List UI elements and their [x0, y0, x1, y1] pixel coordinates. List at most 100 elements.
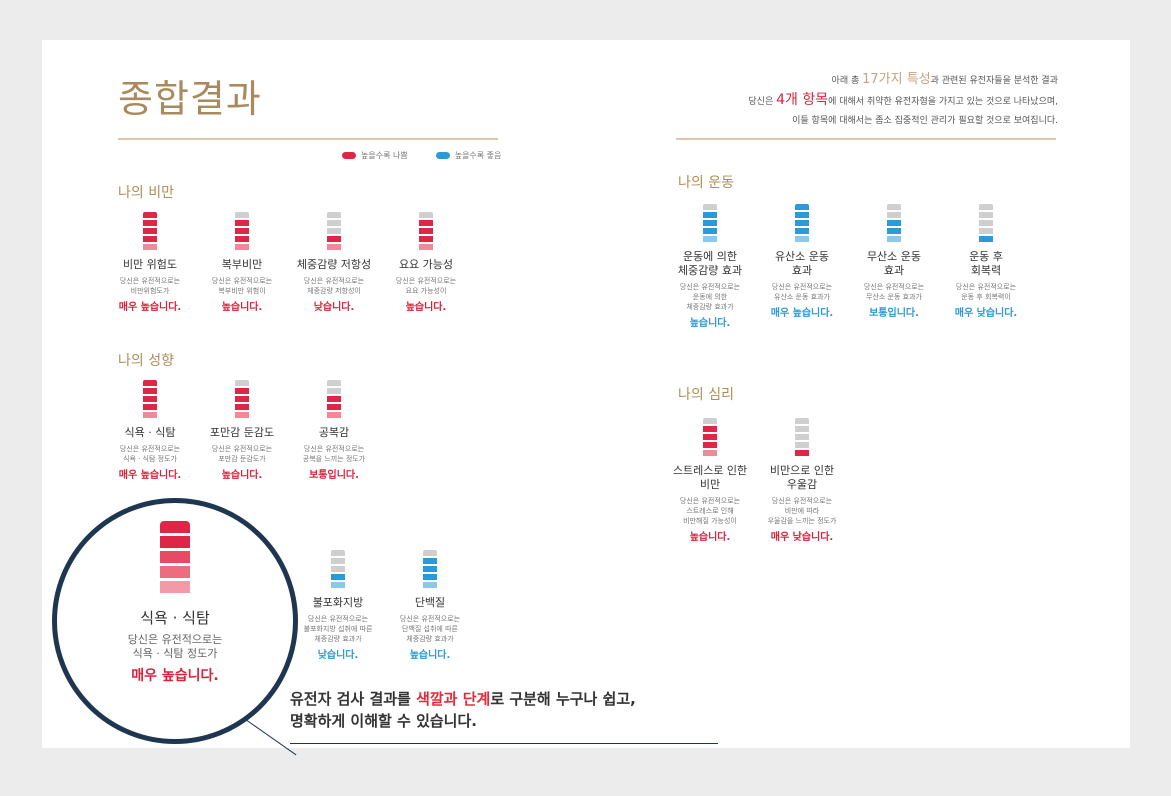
- level-bar: [235, 380, 249, 418]
- item-result: 매우 높습니다.: [118, 302, 182, 313]
- level-segment: [887, 204, 901, 210]
- level-segment: [979, 228, 993, 234]
- level-segment: [887, 212, 901, 218]
- level-segment: [703, 426, 717, 432]
- level-segment: [703, 442, 717, 448]
- level-segment: [423, 550, 437, 556]
- page-title: 종합결과: [118, 77, 262, 121]
- intro-rule: [676, 138, 1056, 140]
- level-segment: [795, 418, 809, 424]
- result-item: 유산소 운동 효과 당신은 유전적으로는 유산소 운동 효과가 매우 높습니다.: [756, 204, 848, 329]
- level-segment: [235, 404, 249, 410]
- level-segment: [419, 244, 433, 250]
- item-name: 식욕 · 식탐: [124, 426, 176, 439]
- legend-item-bad: 높을수록 나쁨: [342, 150, 408, 161]
- item-name: 불포화지방: [312, 596, 364, 609]
- intro-text: 아래 총 17가지 특성과 관련된 유전자들을 분석한 결과 당신은 4개 항목…: [748, 72, 1058, 126]
- item-name: 공복감: [318, 426, 350, 439]
- level-segment: [795, 228, 809, 234]
- item-result: 매우 낮습니다.: [770, 532, 834, 543]
- result-item: 공복감 당신은 유전적으로는 공복을 느끼는 정도가 보통입니다.: [288, 380, 380, 481]
- level-segment: [235, 220, 249, 226]
- level-segment: [887, 228, 901, 234]
- result-item: 복부비만 당신은 유전적으로는 복부비만 위험이 높습니다.: [196, 212, 288, 313]
- caption-highlight: 색깔과 단계: [416, 690, 491, 708]
- level-segment: [143, 244, 157, 250]
- item-description: 당신은 유전적으로는 요요 가능성이: [395, 277, 457, 295]
- level-segment: [327, 380, 341, 386]
- level-segment: [235, 396, 249, 402]
- level-segment: [327, 228, 341, 234]
- item-result: 높습니다.: [409, 650, 451, 661]
- item-description: 당신은 유전적으로는 포만감 둔감도가: [211, 445, 273, 463]
- item-name: 단백질: [414, 596, 446, 609]
- item-name: 무산소 운동 효과: [866, 250, 922, 277]
- level-segment: [795, 442, 809, 448]
- level-segment: [327, 220, 341, 226]
- item-description: 당신은 유전적으로는 식욕 · 식탐 정도가: [119, 445, 181, 463]
- result-item: 스트레스로 인한 비만 당신은 유전적으로는 스트레스로 인해 비만해질 가능성이 높습니…: [664, 418, 756, 543]
- item-description: 당신은 유전적으로는 운동에 의한 체중감량 효과가: [679, 283, 741, 311]
- item-description: 당신은 유전적으로는 불포화지방 섭취에 따른 체중감량 효과가: [303, 615, 373, 643]
- level-segment: [703, 220, 717, 226]
- level-segment: [979, 236, 993, 242]
- level-segment: [423, 566, 437, 572]
- level-segment: [143, 412, 157, 418]
- section-title-obesity: 나의 비만: [118, 185, 174, 201]
- level-segment: [143, 380, 157, 386]
- level-segment: [887, 236, 901, 242]
- level-segment: [327, 396, 341, 402]
- level-segment: [703, 418, 717, 424]
- psychology-items: 스트레스로 인한 비만 당신은 유전적으로는 스트레스로 인해 비만해질 가능성이 높습니…: [664, 418, 848, 543]
- level-segment: [143, 228, 157, 234]
- item-name: 비만 위험도: [122, 258, 178, 271]
- item-name: 요요 가능성: [398, 258, 454, 271]
- result-item: 요요 가능성 당신은 유전적으로는 요요 가능성이 높습니다.: [380, 212, 472, 313]
- report-page: 종합결과 아래 총 17가지 특성과 관련된 유전자들을 분석한 결과 당신은 …: [42, 40, 1130, 756]
- intro-highlight-4: 4개 항목: [776, 92, 829, 108]
- tendency-items: 식욕 · 식탐 당신은 유전적으로는 식욕 · 식탐 정도가 매우 높습니다. 포만감 …: [104, 380, 380, 481]
- level-segment: [235, 388, 249, 394]
- result-item: 운동 후 회복력 당신은 유전적으로는 운동 후 회복력이 매우 낮습니다.: [940, 204, 1032, 329]
- level-segment: [795, 434, 809, 440]
- section-title-tendency: 나의 성향: [118, 353, 174, 369]
- item-result: 높습니다.: [221, 302, 263, 313]
- item-description: 당신은 유전적으로는 비만에 따라 우울감을 느끼는 정도가: [767, 497, 837, 525]
- item-name: 포만감 둔감도: [209, 426, 275, 439]
- item-result: 낮습니다.: [313, 302, 355, 313]
- level-segment: [143, 396, 157, 402]
- level-segment: [235, 228, 249, 234]
- level-bar: [419, 212, 433, 250]
- level-segment: [423, 582, 437, 588]
- level-bar: [331, 550, 345, 588]
- level-bar: [143, 380, 157, 418]
- level-segment: [331, 582, 345, 588]
- level-bar: [887, 204, 901, 242]
- level-segment: [795, 236, 809, 242]
- item-result: 높습니다.: [221, 470, 263, 481]
- legend-item-good: 높을수록 좋음: [435, 150, 501, 161]
- item-result: 매우 낮습니다.: [954, 308, 1018, 319]
- item-description: 당신은 유전적으로는 운동 후 회복력이: [955, 283, 1017, 301]
- highlight-name: 식욕 · 식탐: [140, 609, 210, 627]
- item-name: 체중감량 저항성: [296, 258, 372, 271]
- legend: 높을수록 나쁨 높을수록 좋음: [342, 150, 501, 161]
- item-result: 보통입니다.: [309, 470, 359, 481]
- item-result: 낮습니다.: [317, 650, 359, 661]
- level-segment: [795, 450, 809, 456]
- item-name: 비만으로 인한 우울감: [769, 464, 835, 491]
- result-item: 체중감량 저항성 당신은 유전적으로는 체중감량 저항성이 낮습니다.: [288, 212, 380, 313]
- level-segment: [143, 236, 157, 242]
- level-segment: [331, 566, 345, 572]
- highlight-result: 매우 높습니다.: [131, 668, 219, 684]
- callout-pointer: [246, 720, 297, 756]
- level-segment: [143, 404, 157, 410]
- level-segment: [235, 236, 249, 242]
- highlight-desc: 당신은 유전적으로는 식욕 · 식탐 정도가: [127, 633, 223, 660]
- level-segment: [703, 434, 717, 440]
- level-segment: [979, 204, 993, 210]
- level-segment: [419, 236, 433, 242]
- item-name: 복부비만: [221, 258, 263, 271]
